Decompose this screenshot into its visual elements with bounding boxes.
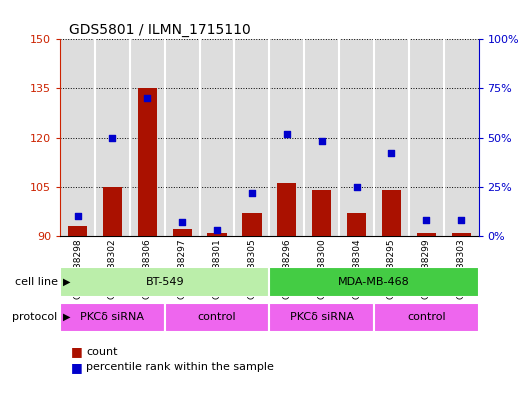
Bar bbox=[165, 303, 269, 332]
Bar bbox=[347, 213, 366, 236]
Text: ■: ■ bbox=[71, 361, 82, 374]
Point bbox=[143, 95, 152, 101]
Bar bbox=[234, 39, 269, 236]
Bar bbox=[200, 39, 234, 236]
Bar bbox=[269, 303, 374, 332]
Point bbox=[108, 134, 117, 141]
Bar bbox=[165, 39, 200, 236]
Text: protocol: protocol bbox=[12, 312, 58, 322]
Bar bbox=[68, 226, 87, 236]
Text: PKCδ siRNA: PKCδ siRNA bbox=[81, 312, 144, 322]
Text: count: count bbox=[86, 347, 118, 357]
Bar bbox=[173, 229, 192, 236]
Point bbox=[387, 150, 395, 156]
Point bbox=[353, 184, 361, 190]
Text: control: control bbox=[407, 312, 446, 322]
Point bbox=[422, 217, 430, 223]
Bar bbox=[312, 190, 331, 236]
Bar bbox=[304, 39, 339, 236]
Bar bbox=[60, 267, 269, 297]
Text: ▶: ▶ bbox=[63, 312, 70, 322]
Bar bbox=[382, 190, 401, 236]
Text: cell line: cell line bbox=[15, 277, 58, 287]
Text: control: control bbox=[198, 312, 236, 322]
Bar bbox=[444, 39, 479, 236]
Bar bbox=[451, 233, 471, 236]
Bar bbox=[60, 39, 95, 236]
Point bbox=[213, 227, 221, 233]
Bar bbox=[95, 39, 130, 236]
Text: GDS5801 / ILMN_1715110: GDS5801 / ILMN_1715110 bbox=[69, 23, 251, 37]
Point bbox=[178, 219, 186, 225]
Text: PKCδ siRNA: PKCδ siRNA bbox=[290, 312, 354, 322]
Bar bbox=[103, 187, 122, 236]
Text: BT-549: BT-549 bbox=[145, 277, 184, 287]
Text: percentile rank within the sample: percentile rank within the sample bbox=[86, 362, 274, 373]
Text: MDA-MB-468: MDA-MB-468 bbox=[338, 277, 410, 287]
Point bbox=[73, 213, 82, 219]
Bar bbox=[60, 303, 165, 332]
Text: ▶: ▶ bbox=[63, 277, 70, 287]
Point bbox=[457, 217, 465, 223]
Bar bbox=[339, 39, 374, 236]
Bar bbox=[374, 303, 479, 332]
Bar bbox=[208, 233, 226, 236]
Bar bbox=[138, 88, 157, 236]
Bar bbox=[269, 39, 304, 236]
Text: ■: ■ bbox=[71, 345, 82, 358]
Bar bbox=[269, 267, 479, 297]
Bar bbox=[374, 39, 409, 236]
Bar bbox=[242, 213, 262, 236]
Point bbox=[317, 138, 326, 145]
Bar bbox=[417, 233, 436, 236]
Bar bbox=[130, 39, 165, 236]
Bar bbox=[409, 39, 444, 236]
Bar bbox=[277, 184, 297, 236]
Point bbox=[248, 189, 256, 196]
Point bbox=[282, 130, 291, 137]
